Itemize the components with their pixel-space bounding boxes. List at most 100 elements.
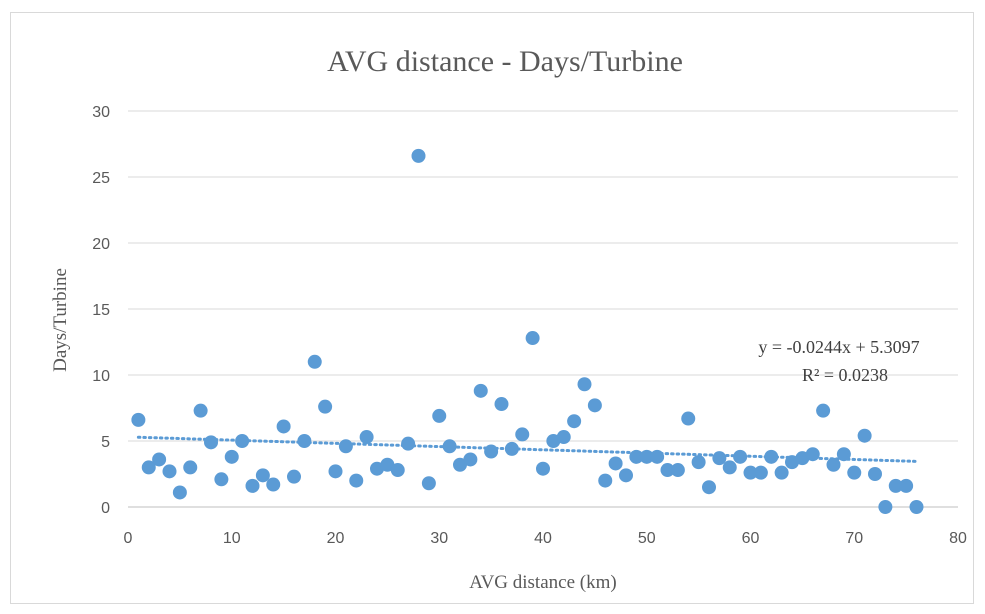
data-point (733, 449, 748, 464)
data-point (567, 414, 582, 429)
y-tick-label: 5 (101, 434, 110, 451)
data-point (152, 452, 167, 467)
data-point (380, 457, 395, 472)
data-point (255, 468, 270, 483)
x-tick-labels: 0 10 20 30 40 50 60 70 80 (124, 530, 967, 547)
data-point (390, 463, 405, 478)
data-point (235, 434, 250, 448)
data-point (722, 460, 737, 475)
data-point (826, 457, 841, 472)
data-point (670, 463, 685, 478)
scatter-chart: AVG distance - Days/Turbine 0 5 10 15 20 25 30… (50, 45, 967, 593)
data-point (328, 464, 343, 479)
data-point (629, 449, 644, 464)
data-point (556, 430, 571, 445)
data-point (473, 383, 488, 398)
x-tick-label: 0 (124, 530, 133, 547)
data-point (805, 447, 820, 462)
chart-frame: AVG distance - Days/Turbine 0 5 10 15 20 25 30… (10, 12, 974, 604)
data-point (515, 427, 530, 442)
data-point (816, 403, 831, 418)
data-point (401, 436, 416, 451)
data-point (909, 500, 924, 514)
data-point (131, 412, 146, 427)
data-point (224, 449, 239, 464)
data-point (193, 403, 208, 418)
data-point (743, 465, 758, 480)
y-tick-label: 0 (101, 500, 110, 517)
x-tick-label: 40 (534, 530, 552, 547)
data-point (888, 478, 903, 493)
trendline-r-squared: R² = 0.0238 (802, 365, 888, 385)
data-point (504, 441, 519, 456)
data-point (753, 465, 768, 480)
data-point (359, 430, 374, 445)
y-tick-label: 15 (92, 302, 110, 319)
gridlines (128, 110, 958, 508)
data-point (525, 331, 540, 346)
data-point (608, 456, 623, 471)
data-point (204, 435, 218, 450)
data-point (681, 411, 696, 426)
data-point (639, 449, 654, 464)
data-point (172, 485, 187, 500)
data-point (536, 461, 550, 476)
y-tick-label: 20 (92, 236, 110, 253)
data-point (650, 449, 665, 464)
data-point (702, 480, 716, 495)
x-tick-label: 50 (638, 530, 656, 547)
data-point (463, 452, 478, 467)
data-point (318, 399, 333, 414)
data-point (276, 419, 291, 434)
data-point (857, 428, 872, 443)
y-tick-labels: 0 5 10 15 20 25 30 (92, 104, 110, 517)
x-tick-label: 70 (845, 530, 863, 547)
data-point (847, 465, 862, 480)
data-point (764, 449, 779, 464)
data-point (338, 439, 353, 454)
data-point (484, 444, 499, 459)
data-point (421, 476, 436, 491)
x-tick-label: 60 (742, 530, 760, 547)
x-axis-title: AVG distance (km) (469, 572, 616, 593)
data-point (691, 455, 706, 470)
data-point (307, 354, 322, 369)
data-point (183, 460, 198, 475)
data-point (432, 408, 447, 423)
trendline (136, 435, 918, 463)
data-point (577, 377, 592, 392)
data-point (774, 465, 789, 480)
data-point (660, 463, 675, 478)
data-point (411, 148, 426, 163)
trendline-equation: y = -0.0244x + 5.3097 (758, 337, 919, 357)
data-point (245, 478, 260, 493)
y-axis-title: Days/Turbine (50, 268, 71, 372)
data-point (598, 473, 613, 488)
data-point (287, 469, 301, 484)
data-point (162, 464, 177, 479)
data-point (297, 434, 312, 448)
x-tick-label: 10 (223, 530, 241, 547)
data-points (131, 148, 924, 514)
chart-title: AVG distance - Days/Turbine (327, 45, 683, 78)
y-tick-label: 10 (92, 368, 110, 385)
y-tick-label: 30 (92, 104, 110, 121)
data-point (878, 500, 893, 514)
y-tick-label: 25 (92, 170, 110, 187)
data-point (349, 473, 364, 488)
x-tick-label: 80 (949, 530, 967, 547)
data-point (619, 468, 633, 483)
x-tick-label: 20 (327, 530, 345, 547)
x-tick-label: 30 (430, 530, 448, 547)
data-point (494, 397, 509, 412)
data-point (442, 439, 457, 454)
data-point (141, 460, 156, 475)
trendline-path (136, 435, 918, 463)
data-point (266, 477, 281, 492)
data-point (836, 447, 851, 462)
data-point (899, 478, 914, 493)
data-point (868, 467, 882, 481)
data-point (214, 472, 229, 487)
data-point (712, 451, 727, 466)
data-point (587, 398, 602, 413)
